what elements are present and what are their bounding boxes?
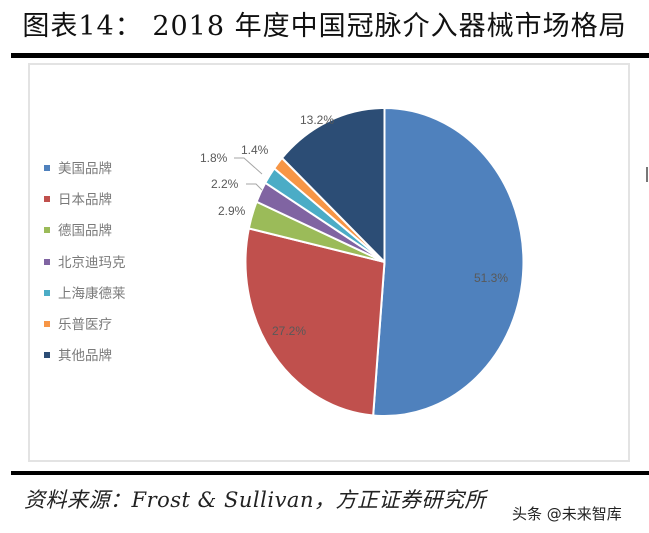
top-rule	[11, 53, 649, 58]
legend-label: 日本品牌	[58, 192, 112, 208]
leader-lines	[234, 157, 263, 191]
data-label-dimake: 2.2%	[211, 177, 239, 191]
pie-slice	[280, 106, 386, 265]
figure-title: 图表14： 2018 年度中国冠脉介入器械市场格局	[22, 11, 627, 42]
legend-swatch-icon	[44, 290, 50, 296]
data-label-japan: 27.2%	[272, 324, 307, 338]
legend-swatch-icon	[44, 196, 50, 202]
legend-label: 北京迪玛克	[58, 255, 126, 271]
text-cursor-mark	[646, 167, 648, 182]
legend-label: 上海康德莱	[58, 286, 126, 302]
legend-label: 其他品牌	[58, 348, 112, 364]
data-label-lepu: 1.4%	[241, 143, 269, 157]
watermark: 头条 @未来智库	[512, 505, 622, 523]
legend-swatch-icon	[44, 227, 50, 233]
pie-slice	[244, 227, 386, 417]
legend-label: 美国品牌	[58, 161, 112, 177]
pie-slice	[372, 106, 525, 417]
legend-swatch-icon	[44, 352, 50, 358]
legend-label: 乐普医疗	[58, 317, 112, 333]
data-label-us: 51.3%	[474, 271, 509, 285]
legend-swatch-icon	[44, 165, 50, 171]
legend-swatch-icon	[44, 259, 50, 265]
leader-line-2-2	[246, 183, 263, 191]
legend-swatch-icon	[44, 321, 50, 327]
leader-line-1-8	[234, 157, 263, 175]
data-label-others: 13.2%	[300, 113, 335, 127]
source-note: 资料来源：Frost & Sullivan，方正证券研究所	[24, 488, 486, 512]
bottom-rule	[11, 471, 649, 475]
pie-slices	[244, 106, 525, 417]
data-label-germany: 2.9%	[218, 204, 246, 218]
legend-label: 德国品牌	[58, 223, 112, 239]
data-label-kangdelai: 1.8%	[200, 151, 228, 165]
